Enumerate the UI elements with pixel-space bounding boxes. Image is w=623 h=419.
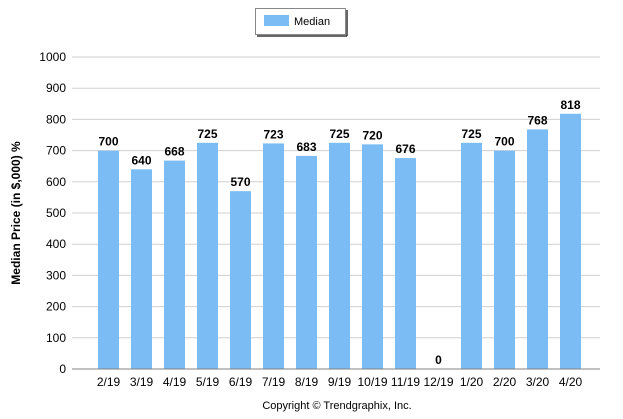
bar-value-label: 0 bbox=[435, 353, 442, 367]
bar-value-label: 768 bbox=[527, 113, 547, 127]
y-tick-label: 400 bbox=[46, 237, 66, 251]
bar-value-label: 676 bbox=[395, 142, 415, 156]
x-tick-label: 12/19 bbox=[423, 375, 453, 389]
x-tick-label: 3/20 bbox=[526, 375, 550, 389]
y-tick-label: 1000 bbox=[39, 50, 66, 64]
bar-6-19 bbox=[230, 191, 251, 369]
y-tick-label: 200 bbox=[46, 300, 66, 314]
bar-7-19 bbox=[263, 143, 284, 369]
bar-10-19 bbox=[362, 144, 383, 369]
y-tick-label: 800 bbox=[46, 112, 66, 126]
bar-value-label: 683 bbox=[296, 140, 316, 154]
bar-value-label: 720 bbox=[362, 128, 382, 142]
y-tick-label: 500 bbox=[46, 206, 66, 220]
x-tick-label: 2/19 bbox=[97, 375, 121, 389]
bar-value-label: 725 bbox=[461, 127, 481, 141]
y-axis-ticks: 0 100 200 300 400 500 600 700 800 900 1000 bbox=[39, 50, 66, 376]
bar-value-label: 818 bbox=[560, 98, 580, 112]
x-tick-label: 4/19 bbox=[163, 375, 187, 389]
x-tick-label: 2/20 bbox=[493, 375, 517, 389]
x-tick-label: 7/19 bbox=[262, 375, 286, 389]
legend-label-median: Median bbox=[294, 16, 330, 28]
bar-value-label: 723 bbox=[263, 127, 283, 141]
y-tick-label: 700 bbox=[46, 144, 66, 158]
bar-value-label: 700 bbox=[494, 135, 514, 149]
y-tick-label: 0 bbox=[59, 362, 66, 376]
y-tick-label: 100 bbox=[46, 331, 66, 345]
bar-5-19 bbox=[197, 142, 218, 369]
bar-2-20 bbox=[494, 150, 515, 369]
bar-3-20 bbox=[527, 129, 548, 369]
bar-2-19 bbox=[98, 150, 119, 369]
bar-4-20 bbox=[560, 113, 581, 369]
x-tick-label: 6/19 bbox=[229, 375, 253, 389]
bar-value-labels: 700 640 668 725 570 723 683 725 720 676 0 725 700 768… bbox=[98, 98, 580, 367]
y-tick-label: 300 bbox=[46, 268, 66, 282]
chart-legend: Median bbox=[255, 8, 348, 37]
x-tick-label: 8/19 bbox=[295, 375, 319, 389]
x-tick-label: 11/19 bbox=[391, 375, 420, 389]
x-tick-label: 10/19 bbox=[357, 375, 387, 389]
y-tick-label: 900 bbox=[46, 81, 66, 95]
legend-swatch bbox=[264, 15, 289, 26]
bar-value-label: 570 bbox=[230, 175, 250, 189]
bar-value-label: 700 bbox=[98, 135, 118, 149]
x-tick-label: 9/19 bbox=[328, 375, 352, 389]
bar-value-label: 725 bbox=[329, 127, 349, 141]
bar-value-label: 668 bbox=[164, 145, 184, 159]
bar-1-20 bbox=[461, 142, 482, 369]
y-axis-title: Median Price (in $,000) % bbox=[9, 141, 23, 285]
bar-9-19 bbox=[329, 142, 350, 369]
bar-11-19 bbox=[395, 158, 416, 369]
copyright-text: Copyright © Trendgraphix, Inc. bbox=[262, 400, 411, 412]
bar-value-label: 725 bbox=[197, 127, 217, 141]
bar-value-label: 640 bbox=[131, 153, 151, 167]
bar-4-19 bbox=[164, 160, 185, 369]
x-tick-label: 4/20 bbox=[559, 375, 583, 389]
bar-8-19 bbox=[296, 155, 317, 369]
y-tick-label: 600 bbox=[46, 175, 66, 189]
x-axis-ticks: 2/19 3/19 4/19 5/19 6/19 7/19 8/19 9/19 10/19 11/… bbox=[97, 375, 583, 389]
x-tick-label: 1/20 bbox=[460, 375, 484, 389]
bars bbox=[98, 113, 581, 369]
bar-3-19 bbox=[131, 169, 152, 369]
x-tick-label: 3/19 bbox=[130, 375, 154, 389]
x-tick-label: 5/19 bbox=[196, 375, 220, 389]
